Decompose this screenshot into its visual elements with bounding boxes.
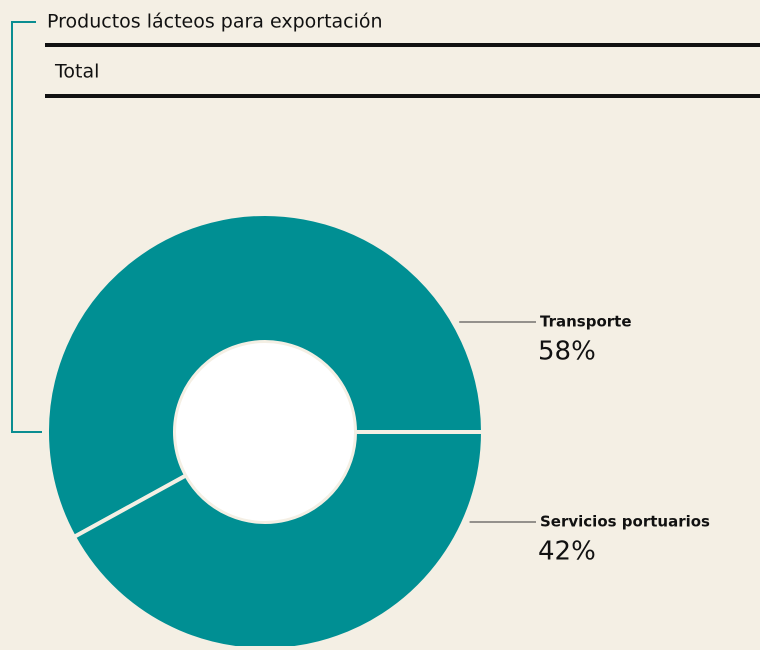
chart-subtitle: Total [54,61,99,83]
pie [45,212,485,650]
slice-value: 58% [538,337,596,367]
slice-label: Servicios portuarios [540,513,710,531]
pie-slice [45,212,485,540]
donut-hole [176,343,354,521]
chart-title: Productos lácteos para exportación [47,11,383,33]
labels: Transporte 58% Servicios portuarios 42% [459,313,710,567]
slice-label: Transporte [540,313,632,331]
bracket [11,21,42,433]
pie-slice [71,430,485,650]
slice-value: 42% [538,537,596,567]
